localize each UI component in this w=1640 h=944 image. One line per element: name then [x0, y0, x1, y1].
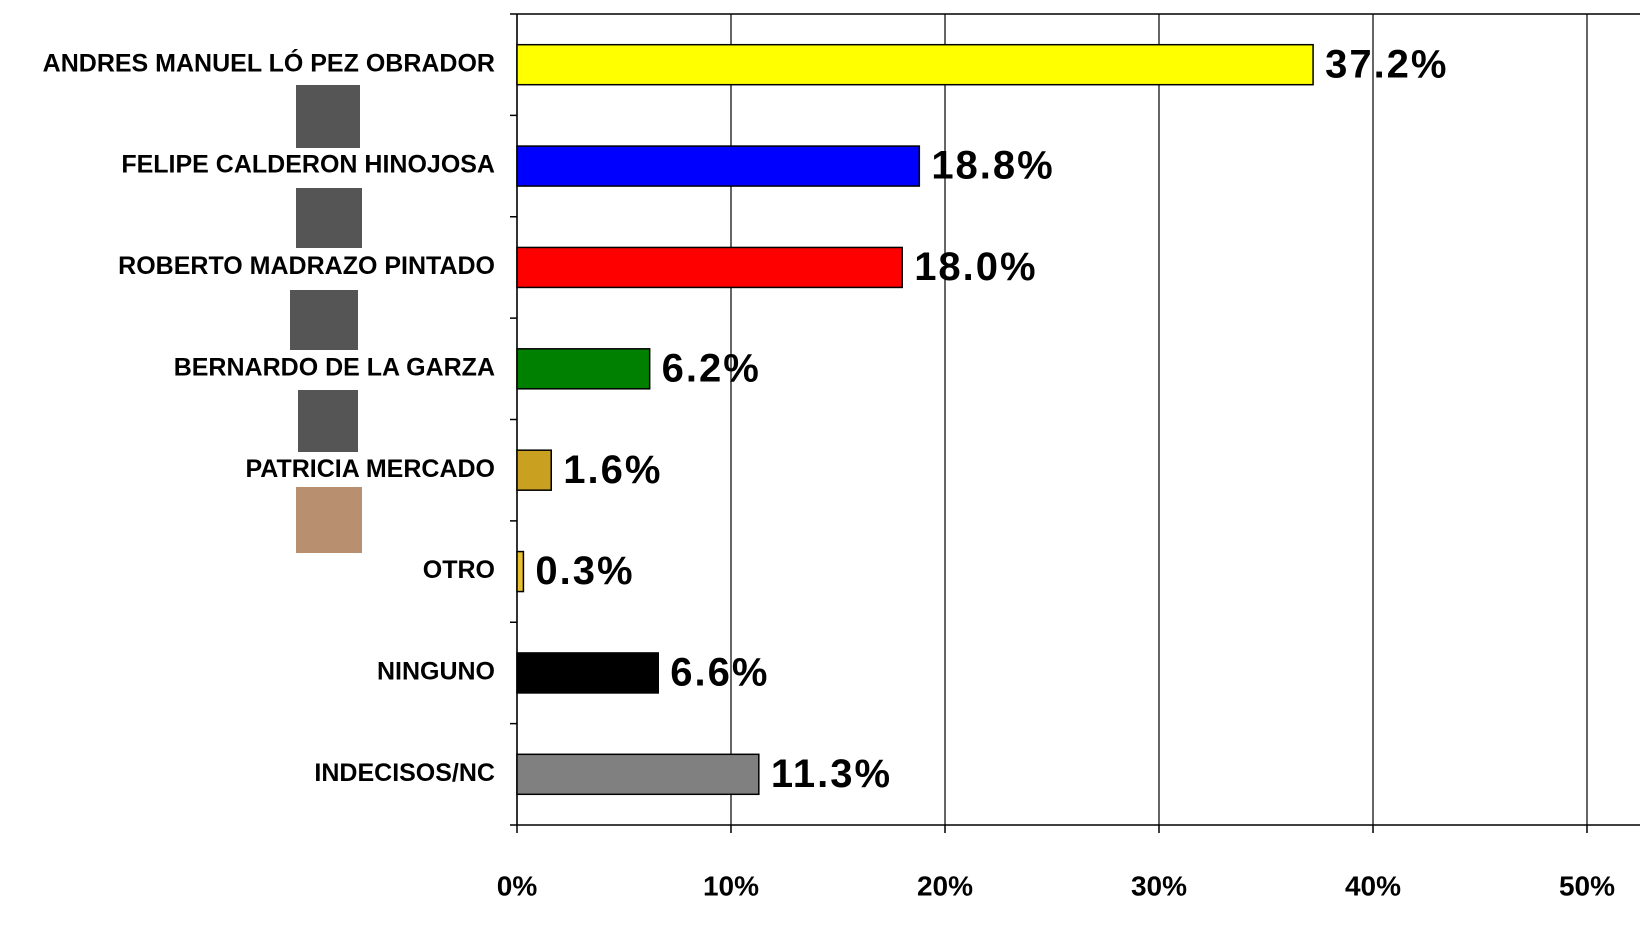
value-label: 11.3% [771, 752, 892, 796]
photo [296, 85, 360, 148]
x-tick-label: 30% [1131, 870, 1187, 901]
category-label: BERNARDO DE LA GARZA [174, 353, 495, 381]
category-label: ROBERTO MADRAZO PINTADO [118, 252, 495, 280]
value-label: 6.6% [670, 651, 769, 695]
x-tick-label: 40% [1345, 870, 1401, 901]
value-label: 0.3% [535, 549, 634, 593]
value-label: 1.6% [563, 448, 662, 492]
category-label: ANDRES MANUEL LÓ PEZ OBRADOR [43, 47, 495, 77]
category-label: OTRO [423, 556, 495, 584]
bar [516, 348, 651, 390]
bar [516, 43, 1314, 86]
x-tick-label: 20% [917, 870, 973, 901]
category-label: INDECISOS/NC [314, 759, 495, 787]
category-label: NINGUNO [377, 658, 495, 686]
bar [516, 246, 903, 289]
bar [516, 145, 921, 187]
x-tick-label: 0% [497, 870, 538, 901]
x-tick-label: 10% [703, 870, 759, 901]
x-tick-label: 50% [1559, 870, 1615, 901]
bar [516, 753, 760, 796]
photo [296, 188, 362, 248]
value-label: 37.2% [1325, 42, 1448, 86]
bar [516, 550, 525, 593]
category-label: PATRICIA MERCADO [245, 455, 495, 483]
photo [298, 390, 358, 452]
value-label: 6.2% [662, 346, 761, 390]
value-label: 18.0% [914, 245, 1037, 289]
photos [290, 85, 362, 553]
category-label: FELIPE CALDERON HINOJOSA [121, 151, 495, 179]
bar [516, 449, 552, 491]
value-label: 18.8% [931, 144, 1054, 188]
photo [296, 487, 362, 553]
photo [290, 290, 358, 350]
bar [516, 652, 659, 694]
